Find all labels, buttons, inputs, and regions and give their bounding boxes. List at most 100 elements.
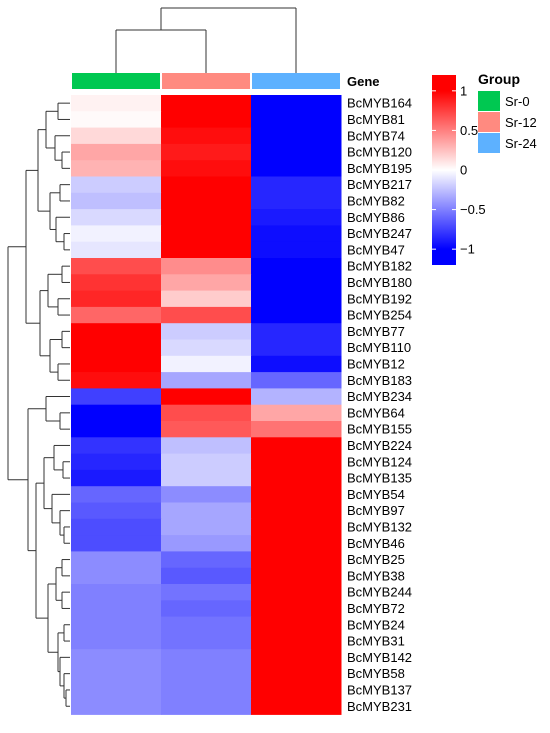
gene-label: BcMYB164 — [347, 96, 412, 111]
group-legend-label: Sr-12 — [505, 115, 537, 130]
heatmap-cell — [71, 127, 162, 145]
gene-label: BcMYB135 — [347, 471, 412, 486]
color-scale-tick-label: 0.5 — [460, 123, 478, 138]
heatmap-cell — [71, 323, 162, 340]
gene-label: BcMYB74 — [347, 128, 405, 143]
color-scale-tick-label: 0 — [460, 163, 467, 178]
heatmap-cell — [71, 665, 162, 683]
heatmap-cell — [251, 241, 342, 259]
heatmap-cell — [71, 355, 162, 373]
heatmap-cell — [71, 698, 162, 715]
column-annotation-Sr-0 — [72, 73, 160, 89]
heatmap-cells — [71, 95, 342, 715]
gene-label: BcMYB182 — [347, 259, 412, 274]
heatmap-cell — [251, 160, 342, 177]
heatmap-cell — [161, 421, 252, 438]
heatmap-cell — [251, 306, 342, 324]
heatmap-cell — [161, 518, 252, 536]
heatmap-cell — [161, 274, 252, 292]
heatmap-cell — [71, 339, 162, 357]
gene-label: BcMYB97 — [347, 503, 405, 518]
heatmap-cell — [71, 111, 162, 129]
heatmap-cell — [71, 192, 162, 210]
heatmap-cell — [161, 143, 252, 161]
gene-label: BcMYB254 — [347, 308, 412, 323]
gene-label: BcMYB77 — [347, 324, 405, 339]
gene-label: BcMYB195 — [347, 161, 412, 176]
gene-label: BcMYB155 — [347, 422, 412, 437]
gene-label: BcMYB47 — [347, 242, 405, 257]
heatmap-cell — [161, 616, 252, 634]
heatmap-cell — [71, 486, 162, 503]
heatmap-cell — [71, 421, 162, 438]
column-annotation-bar — [72, 73, 340, 89]
heatmap-cell — [161, 567, 252, 585]
heatmap-cell — [161, 502, 252, 520]
heatmap-cell — [161, 176, 252, 194]
gene-label: BcMYB110 — [347, 340, 411, 355]
heatmap-cell — [251, 649, 342, 666]
heatmap-cell — [71, 258, 162, 275]
heatmap-cell — [161, 372, 252, 389]
gene-label: BcMYB12 — [347, 356, 405, 371]
heatmap-cell — [161, 290, 252, 308]
gene-labels: BcMYB164BcMYB81BcMYB74BcMYB120BcMYB195Bc… — [347, 96, 412, 714]
heatmap-cell — [251, 632, 342, 650]
heatmap-cell — [161, 453, 252, 471]
heatmap-cell — [161, 209, 252, 226]
gene-label: BcMYB81 — [347, 112, 405, 127]
heatmap-cell — [71, 600, 162, 618]
heatmap-cell — [161, 160, 252, 177]
heatmap-cell — [71, 225, 162, 243]
heatmap-cell — [161, 584, 252, 601]
gene-label: BcMYB86 — [347, 210, 405, 225]
heatmap-cell — [251, 469, 342, 487]
gene-label: BcMYB54 — [347, 487, 405, 502]
heatmap-cell — [251, 339, 342, 357]
gene-label: BcMYB31 — [347, 634, 405, 649]
heatmap-cell — [161, 111, 252, 129]
gene-label: BcMYB217 — [347, 177, 412, 192]
column-annotation-Sr-12 — [162, 73, 250, 89]
column-dendrogram — [115, 7, 297, 73]
color-scale-tick-label: 1 — [460, 83, 467, 98]
heatmap-cell — [71, 372, 162, 389]
group-legend-swatch — [478, 112, 500, 132]
heatmap-cell — [71, 681, 162, 699]
heatmap-cell — [161, 681, 252, 699]
heatmap-cell — [161, 649, 252, 666]
heatmap-cell — [251, 421, 342, 438]
gene-label: BcMYB38 — [347, 568, 405, 583]
heatmap-cell — [71, 388, 162, 406]
group-legend-title: Group — [478, 71, 520, 87]
heatmap-cell — [251, 502, 342, 520]
gene-label: BcMYB25 — [347, 552, 405, 567]
heatmap-cell — [251, 453, 342, 471]
gene-label: BcMYB132 — [347, 519, 412, 534]
group-legend-label: Sr-24 — [505, 136, 537, 151]
heatmap-cell — [161, 241, 252, 259]
heatmap-cell — [161, 437, 252, 455]
heatmap-cell — [161, 388, 252, 406]
heatmap-cell — [71, 567, 162, 585]
heatmap-cell — [161, 225, 252, 243]
heatmap-cell — [251, 404, 342, 422]
heatmap-cell — [251, 274, 342, 292]
heatmap-cell — [71, 502, 162, 520]
color-scale-tick-label: −0.5 — [460, 202, 486, 217]
heatmap-cell — [251, 437, 342, 455]
row-dendrogram — [7, 102, 70, 707]
heatmap-cell — [71, 143, 162, 161]
heatmap-cell — [251, 176, 342, 194]
gene-column-header: Gene — [347, 74, 380, 89]
heatmap-cell — [251, 518, 342, 536]
heatmap-cell — [71, 290, 162, 308]
group-legend-label: Sr-0 — [505, 94, 530, 109]
heatmap-cell — [161, 551, 252, 569]
gene-label: BcMYB64 — [347, 405, 405, 420]
heatmap-cell — [251, 323, 342, 340]
gene-label: BcMYB82 — [347, 193, 405, 208]
gene-label: BcMYB120 — [347, 145, 412, 160]
heatmap-cell — [251, 698, 342, 715]
heatmap-cell — [161, 192, 252, 210]
